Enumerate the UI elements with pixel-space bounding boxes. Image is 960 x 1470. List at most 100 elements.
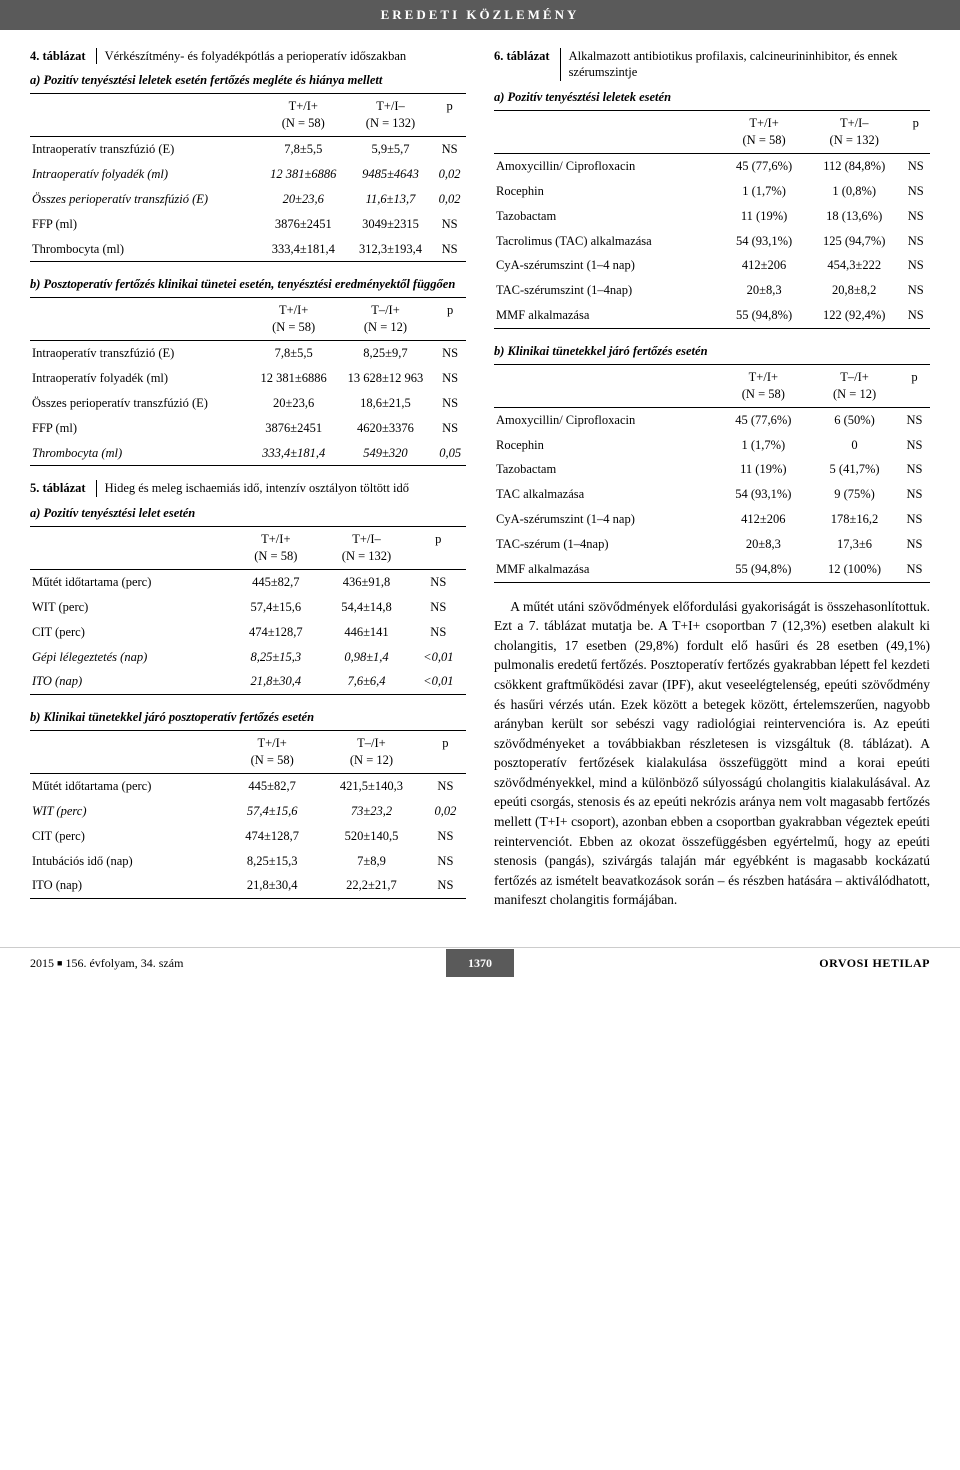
cell: <0,01 [411,669,466,694]
cell: 0,98±1,4 [322,645,410,670]
cell: Intraoperatív transzfúzió (E) [30,137,259,162]
footer-left: 2015 ■ 156. évfolyam, 34. szám [30,955,428,971]
cell: Összes perioperatív transzfúzió (E) [30,391,251,416]
cell: 474±128,7 [229,620,322,645]
cell: 45 (77,6%) [721,153,807,178]
cell: 0,02 [425,799,466,824]
cell: Rocephin [494,179,721,204]
t5b-h2: T–/I+ [357,736,386,750]
t4a-h3: p [433,94,466,137]
t5b-h1: T+/I+ [257,736,286,750]
cell: 11,6±13,7 [348,187,433,212]
table6a-subcaption: a) Pozitív tenyésztési leletek esetén [494,89,930,106]
cell: Amoxycillin/ Ciprofloxacin [494,153,721,178]
cell: 57,4±15,6 [229,595,322,620]
section-header: EREDETI KÖZLEMÉNY [0,0,960,30]
right-column: 6. táblázat Alkalmazott antibiotikus pro… [494,48,930,914]
t6b-h2b: (N = 12) [833,387,876,401]
cell: 21,8±30,4 [226,873,318,898]
table6-label: 6. táblázat [494,48,550,65]
cell: NS [902,179,930,204]
cell: 312,3±193,4 [348,237,433,262]
cell: Műtét időtartama (perc) [30,569,229,594]
t4a-h1: T+/I+ [289,99,318,113]
cell: NS [902,153,930,178]
cell: 0,05 [434,441,466,466]
cell: NS [902,229,930,254]
t6a-h2: T+/I– [840,116,869,130]
cell: 20±23,6 [259,187,348,212]
cell: MMF alkalmazása [494,303,721,328]
cell: NS [899,407,930,432]
t6a-h1: T+/I+ [749,116,778,130]
cell: 549±320 [337,441,435,466]
cell: 6 (50%) [810,407,899,432]
cell: CIT (perc) [30,620,229,645]
t4b-h1b: (N = 58) [272,320,315,334]
cell: 0,02 [433,162,466,187]
t4b-h1: T+/I+ [279,303,308,317]
cell: TAC-szérum (1–4nap) [494,532,717,557]
cell: 0,02 [433,187,466,212]
t6b-h2: T–/I+ [840,370,869,384]
cell: 436±91,8 [322,569,410,594]
footer-square-icon: ■ [57,958,62,968]
table6-caption: 6. táblázat Alkalmazott antibiotikus pro… [494,48,930,82]
cell: 21,8±30,4 [229,669,322,694]
cell: Gépi lélegeztetés (nap) [30,645,229,670]
cell: Intubációs idő (nap) [30,849,226,874]
cell: 55 (94,8%) [721,303,807,328]
cell: 7,8±5,5 [259,137,348,162]
t6b-h1b: (N = 58) [742,387,785,401]
t6a-h2b: (N = 132) [830,133,879,147]
footer-page-number: 1370 [446,949,514,977]
cell: Tacrolimus (TAC) alkalmazása [494,229,721,254]
cell: CyA-szérumszint (1–4 nap) [494,253,721,278]
cell: NS [411,595,466,620]
body-paragraph: A műtét utáni szövődmények előfordulási … [494,597,930,910]
cell: 73±23,2 [318,799,425,824]
cell: <0,01 [411,645,466,670]
cell: 22,2±21,7 [318,873,425,898]
table6b-subcaption: b) Klinikai tünetekkel járó fertőzés ese… [494,343,930,360]
cell: 412±206 [721,253,807,278]
table5a-subcaption: a) Pozitív tenyésztési lelet esetén [30,505,466,522]
footer-year: 2015 [30,956,54,970]
cell: 445±82,7 [226,773,318,798]
cell: 445±82,7 [229,569,322,594]
cell: 12 (100%) [810,557,899,582]
t5b-h3: p [425,731,466,774]
cell: 11 (19%) [721,204,807,229]
cell: WIT (perc) [30,595,229,620]
cell: NS [433,237,466,262]
table6-caption-text: Alkalmazott antibiotikus profilaxis, cal… [560,48,930,82]
cell: NS [433,212,466,237]
cell: Összes perioperatív transzfúzió (E) [30,187,259,212]
cell: NS [434,391,466,416]
cell: NS [902,204,930,229]
table6a: T+/I+(N = 58) T+/I–(N = 132) p Amoxycill… [494,110,930,329]
table5b-subcaption: b) Klinikai tünetekkel járó posztoperatí… [30,709,466,726]
cell: NS [433,137,466,162]
cell: 8,25±15,3 [226,849,318,874]
cell: 9485±4643 [348,162,433,187]
cell: CyA-szérumszint (1–4 nap) [494,507,717,532]
cell: CIT (perc) [30,824,226,849]
table5-caption-text: Hideg és meleg ischaemiás idő, intenzív … [96,480,409,497]
cell: FFP (ml) [30,212,259,237]
t5b-h2b: (N = 12) [350,753,393,767]
cell: 45 (77,6%) [717,407,811,432]
t4a-h2b: (N = 132) [366,116,415,130]
cell: 7,8±5,5 [251,341,337,366]
cell: NS [902,278,930,303]
cell: 13 628±12 963 [337,366,435,391]
cell: 17,3±6 [810,532,899,557]
cell: NS [434,416,466,441]
cell: NS [434,341,466,366]
t5a-h1b: (N = 58) [254,549,297,563]
cell: 18,6±21,5 [337,391,435,416]
cell: WIT (perc) [30,799,226,824]
cell: 5 (41,7%) [810,457,899,482]
cell: 8,25±9,7 [337,341,435,366]
cell: 1 (1,7%) [717,433,811,458]
